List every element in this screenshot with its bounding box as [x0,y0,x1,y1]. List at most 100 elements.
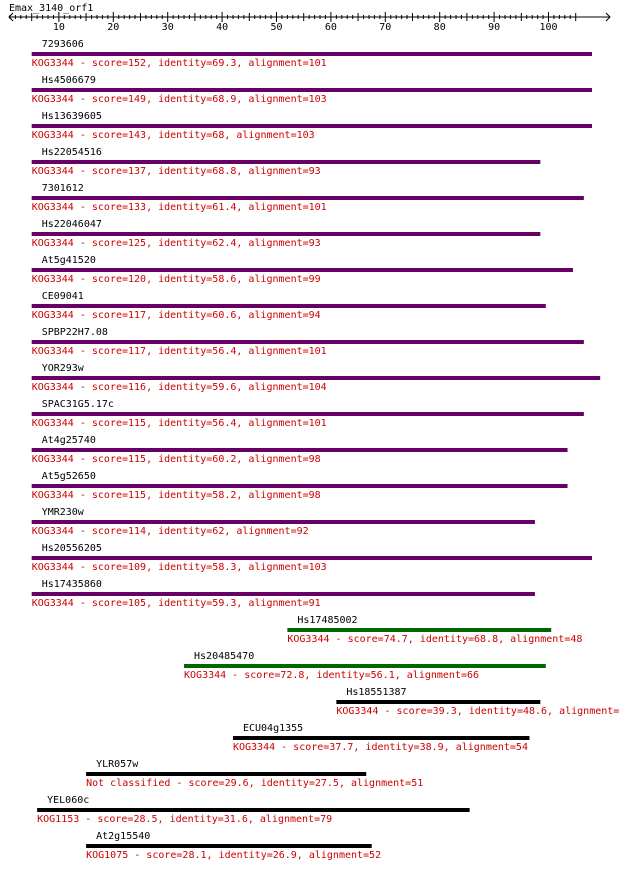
hit-bar[interactable] [31,232,541,236]
hit-bar[interactable] [31,556,593,560]
hit-bar[interactable] [31,160,541,164]
hit-name[interactable]: Hs20556205 [42,543,102,554]
hit-list: 7293606 KOG3344 - score=152, identity=69.… [31,39,620,861]
hit-description[interactable]: KOG3344 - score=74.7, identity=68.8, ali… [287,634,582,645]
axis-tick-label: 100 [539,22,557,33]
hit-bar[interactable] [31,520,535,524]
hit-name[interactable]: Hs18551387 [346,687,406,698]
hit-row[interactable]: YEL060c KOG1153 - score=28.5, identity=31… [37,795,470,825]
hit-bar[interactable] [31,124,593,128]
hit-bar[interactable] [37,808,470,812]
hit-row[interactable]: SPBP22H7.08 KOG3344 - score=117, identity… [31,327,584,357]
hit-name[interactable]: Hs17485002 [297,615,357,626]
hit-row[interactable]: YMR230w KOG3344 - score=114, identity=62,… [31,507,535,537]
hit-row[interactable]: SPAC31G5.17c KOG3344 - score=115, identit… [31,399,584,429]
axis-tick-label: 20 [107,22,119,33]
hit-row[interactable]: At5g52650 KOG3344 - score=115, identity=5… [31,471,568,501]
hit-name[interactable]: Hs20485470 [194,651,254,662]
hit-description[interactable]: KOG3344 - score=120, identity=58.6, alig… [32,274,321,285]
hit-description[interactable]: KOG3344 - score=115, identity=56.4, alig… [32,418,327,429]
hit-name[interactable]: YMR230w [42,507,85,518]
hit-description[interactable]: KOG3344 - score=116, identity=59.6, alig… [32,382,327,393]
hit-bar[interactable] [31,484,568,488]
hit-row[interactable]: At2g15540 KOG1075 - score=28.1, identity=… [86,831,381,861]
hit-bar[interactable] [31,340,584,344]
axis-tick-label: 70 [379,22,391,33]
axis-left-arrow [8,12,14,22]
hit-description[interactable]: KOG3344 - score=152, identity=69.3, alig… [32,58,327,69]
hit-bar[interactable] [31,196,584,200]
hit-name[interactable]: At5g41520 [42,255,96,266]
hit-bar[interactable] [31,448,568,452]
hit-bar[interactable] [31,88,593,92]
hit-name[interactable]: At5g52650 [42,471,96,482]
hit-row[interactable]: At4g25740 KOG3344 - score=115, identity=6… [31,435,568,465]
hit-description[interactable]: KOG1153 - score=28.5, identity=31.6, ali… [37,814,332,825]
hit-description[interactable]: KOG3344 - score=72.8, identity=56.1, ali… [184,670,479,681]
hit-row[interactable]: Hs17485002 KOG3344 - score=74.7, identity… [287,615,582,645]
hit-description[interactable]: KOG3344 - score=109, identity=58.3, alig… [32,562,327,573]
hit-bar[interactable] [86,772,367,776]
hit-bar[interactable] [336,700,541,704]
hit-name[interactable]: YLR057w [96,759,139,770]
hit-description[interactable]: KOG3344 - score=143, identity=68, alignm… [32,130,315,141]
hit-row[interactable]: Hs4506679 KOG3344 - score=149, identity=6… [31,75,593,105]
hit-name[interactable]: ECU04g1355 [243,723,303,734]
hit-bar[interactable] [287,628,552,632]
hit-description[interactable]: KOG3344 - score=137, identity=68.8, alig… [32,166,321,177]
hit-row[interactable]: CE09041 KOG3344 - score=117, identity=60.… [31,291,546,321]
hit-row[interactable]: YOR293w KOG3344 - score=116, identity=59.… [31,363,601,393]
hit-name[interactable]: 7293606 [42,39,84,50]
hit-row[interactable]: Hs18551387 KOG3344 - score=39.3, identity… [336,687,620,717]
hit-description[interactable]: KOG3344 - score=117, identity=60.6, alig… [32,310,321,321]
hit-description[interactable]: Not classified - score=29.6, identity=27… [86,778,423,789]
hit-row[interactable]: YLR057w Not classified - score=29.6, iden… [86,759,423,789]
hit-name[interactable]: Hs22054516 [42,147,102,158]
hit-name[interactable]: Hs17435860 [42,579,102,590]
hit-bar[interactable] [31,412,584,416]
hit-name[interactable]: At2g15540 [96,831,150,842]
hit-row[interactable]: Hs20485470 KOG3344 - score=72.8, identity… [184,651,546,681]
hit-bar[interactable] [184,664,546,668]
hit-description[interactable]: KOG3344 - score=37.7, identity=38.9, ali… [233,742,528,753]
hit-name[interactable]: Hs13639605 [42,111,102,122]
hit-row[interactable]: Hs13639605 KOG3344 - score=143, identity=… [31,111,593,141]
hit-row[interactable]: 7293606 KOG3344 - score=152, identity=69.… [31,39,593,69]
hit-bar[interactable] [31,304,546,308]
hit-description[interactable]: KOG3344 - score=115, identity=60.2, alig… [32,454,321,465]
hit-row[interactable]: ECU04g1355 KOG3344 - score=37.7, identity… [232,723,530,753]
hit-name[interactable]: 7301612 [42,183,84,194]
axis-tick-label: 80 [434,22,446,33]
hit-row[interactable]: Hs20556205 KOG3344 - score=109, identity=… [31,543,593,573]
hit-name[interactable]: YEL060c [47,795,89,806]
hit-name[interactable]: Hs4506679 [42,75,96,86]
hit-bar[interactable] [86,844,372,848]
hit-row[interactable]: Hs22046047 KOG3344 - score=125, identity=… [31,219,541,249]
hit-row[interactable]: Hs17435860 KOG3344 - score=105, identity=… [31,579,535,609]
hit-description[interactable]: KOG1075 - score=28.1, identity=26.9, ali… [86,850,381,861]
hit-name[interactable]: CE09041 [42,291,84,302]
hit-row[interactable]: At5g41520 KOG3344 - score=120, identity=5… [31,255,573,285]
hit-name[interactable]: SPAC31G5.17c [42,399,114,410]
hit-bar[interactable] [31,376,601,380]
hit-name[interactable]: SPBP22H7.08 [42,327,108,338]
hit-bar[interactable] [232,736,530,740]
hit-name[interactable]: YOR293w [42,363,85,374]
hit-bar[interactable] [31,592,535,596]
hit-bar[interactable] [31,268,573,272]
hit-name[interactable]: At4g25740 [42,435,96,446]
hit-row[interactable]: 7301612 KOG3344 - score=133, identity=61.… [31,183,584,213]
axis-tick-label: 50 [270,22,282,33]
hit-row[interactable]: Hs22054516 KOG3344 - score=137, identity=… [31,147,541,177]
hit-description[interactable]: KOG3344 - score=115, identity=58.2, alig… [32,490,321,501]
hit-bar[interactable] [31,52,593,56]
hit-description[interactable]: KOG3344 - score=133, identity=61.4, alig… [32,202,327,213]
hit-description[interactable]: KOG3344 - score=117, identity=56.4, alig… [32,346,327,357]
hit-description[interactable]: KOG3344 - score=114, identity=62, alignm… [32,526,309,537]
hit-description[interactable]: KOG3344 - score=149, identity=68.9, alig… [32,94,327,105]
hit-description[interactable]: KOG3344 - score=125, identity=62.4, alig… [32,238,321,249]
hit-description[interactable]: KOG3344 - score=39.3, identity=48.6, ali… [336,706,620,717]
hit-name[interactable]: Hs22046047 [42,219,102,230]
hit-description[interactable]: KOG3344 - score=105, identity=59.3, alig… [32,598,321,609]
